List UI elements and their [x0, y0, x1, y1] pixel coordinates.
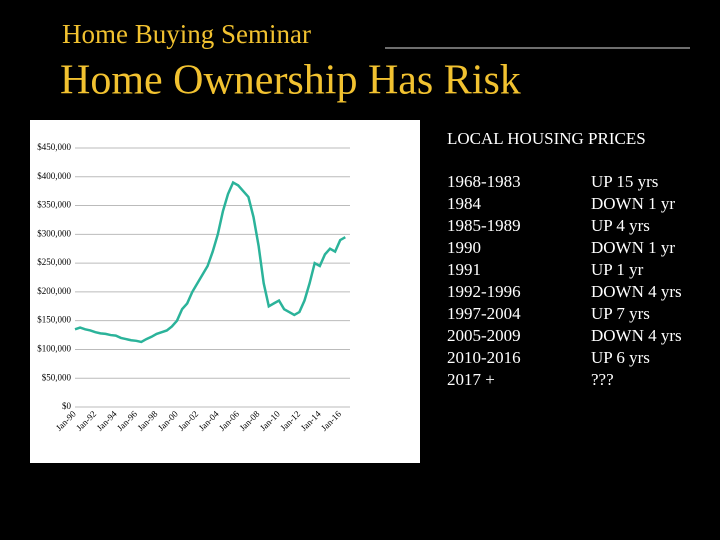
y-tick-label: $350,000 [37, 200, 71, 210]
table-period: 1991 [447, 260, 481, 279]
table-change: DOWN 4 yrs [591, 326, 682, 345]
table-change: UP 1 yr [591, 260, 644, 279]
table-change: UP 7 yrs [591, 304, 650, 323]
table-period: 1990 [447, 238, 481, 257]
table-change: ??? [591, 370, 614, 389]
table-period: 1992-1996 [447, 282, 521, 301]
y-tick-label: $150,000 [37, 315, 71, 325]
table-change: DOWN 1 yr [591, 238, 675, 257]
table-period: 1968-1983 [447, 172, 521, 191]
y-tick-label: $450,000 [37, 142, 71, 152]
slide-subtitle: Home Buying Seminar [62, 19, 311, 49]
table-change: UP 6 yrs [591, 348, 650, 367]
y-tick-label: $250,000 [37, 257, 71, 267]
price-line [74, 180, 346, 344]
y-tick-label: $300,000 [37, 228, 71, 238]
table-heading: LOCAL HOUSING PRICES [447, 129, 646, 148]
y-tick-label: $100,000 [37, 344, 71, 354]
y-tick-label: $200,000 [37, 286, 71, 296]
y-tick-label: $0 [62, 401, 72, 411]
y-tick-label: $400,000 [37, 171, 71, 181]
table-change: DOWN 1 yr [591, 194, 675, 213]
table-change: UP 4 yrs [591, 216, 650, 235]
slide-title: Home Ownership Has Risk [60, 58, 521, 104]
table-period: 1984 [447, 194, 482, 213]
table-period: 1985-1989 [447, 216, 521, 235]
table-change: DOWN 4 yrs [591, 282, 682, 301]
table-period: 1997-2004 [447, 304, 521, 323]
table-period: 2010-2016 [447, 348, 521, 367]
table-period: 2017 + [447, 370, 495, 389]
y-tick-label: $50,000 [42, 372, 72, 382]
table-period: 2005-2009 [447, 326, 521, 345]
table-change: UP 15 yrs [591, 172, 658, 191]
